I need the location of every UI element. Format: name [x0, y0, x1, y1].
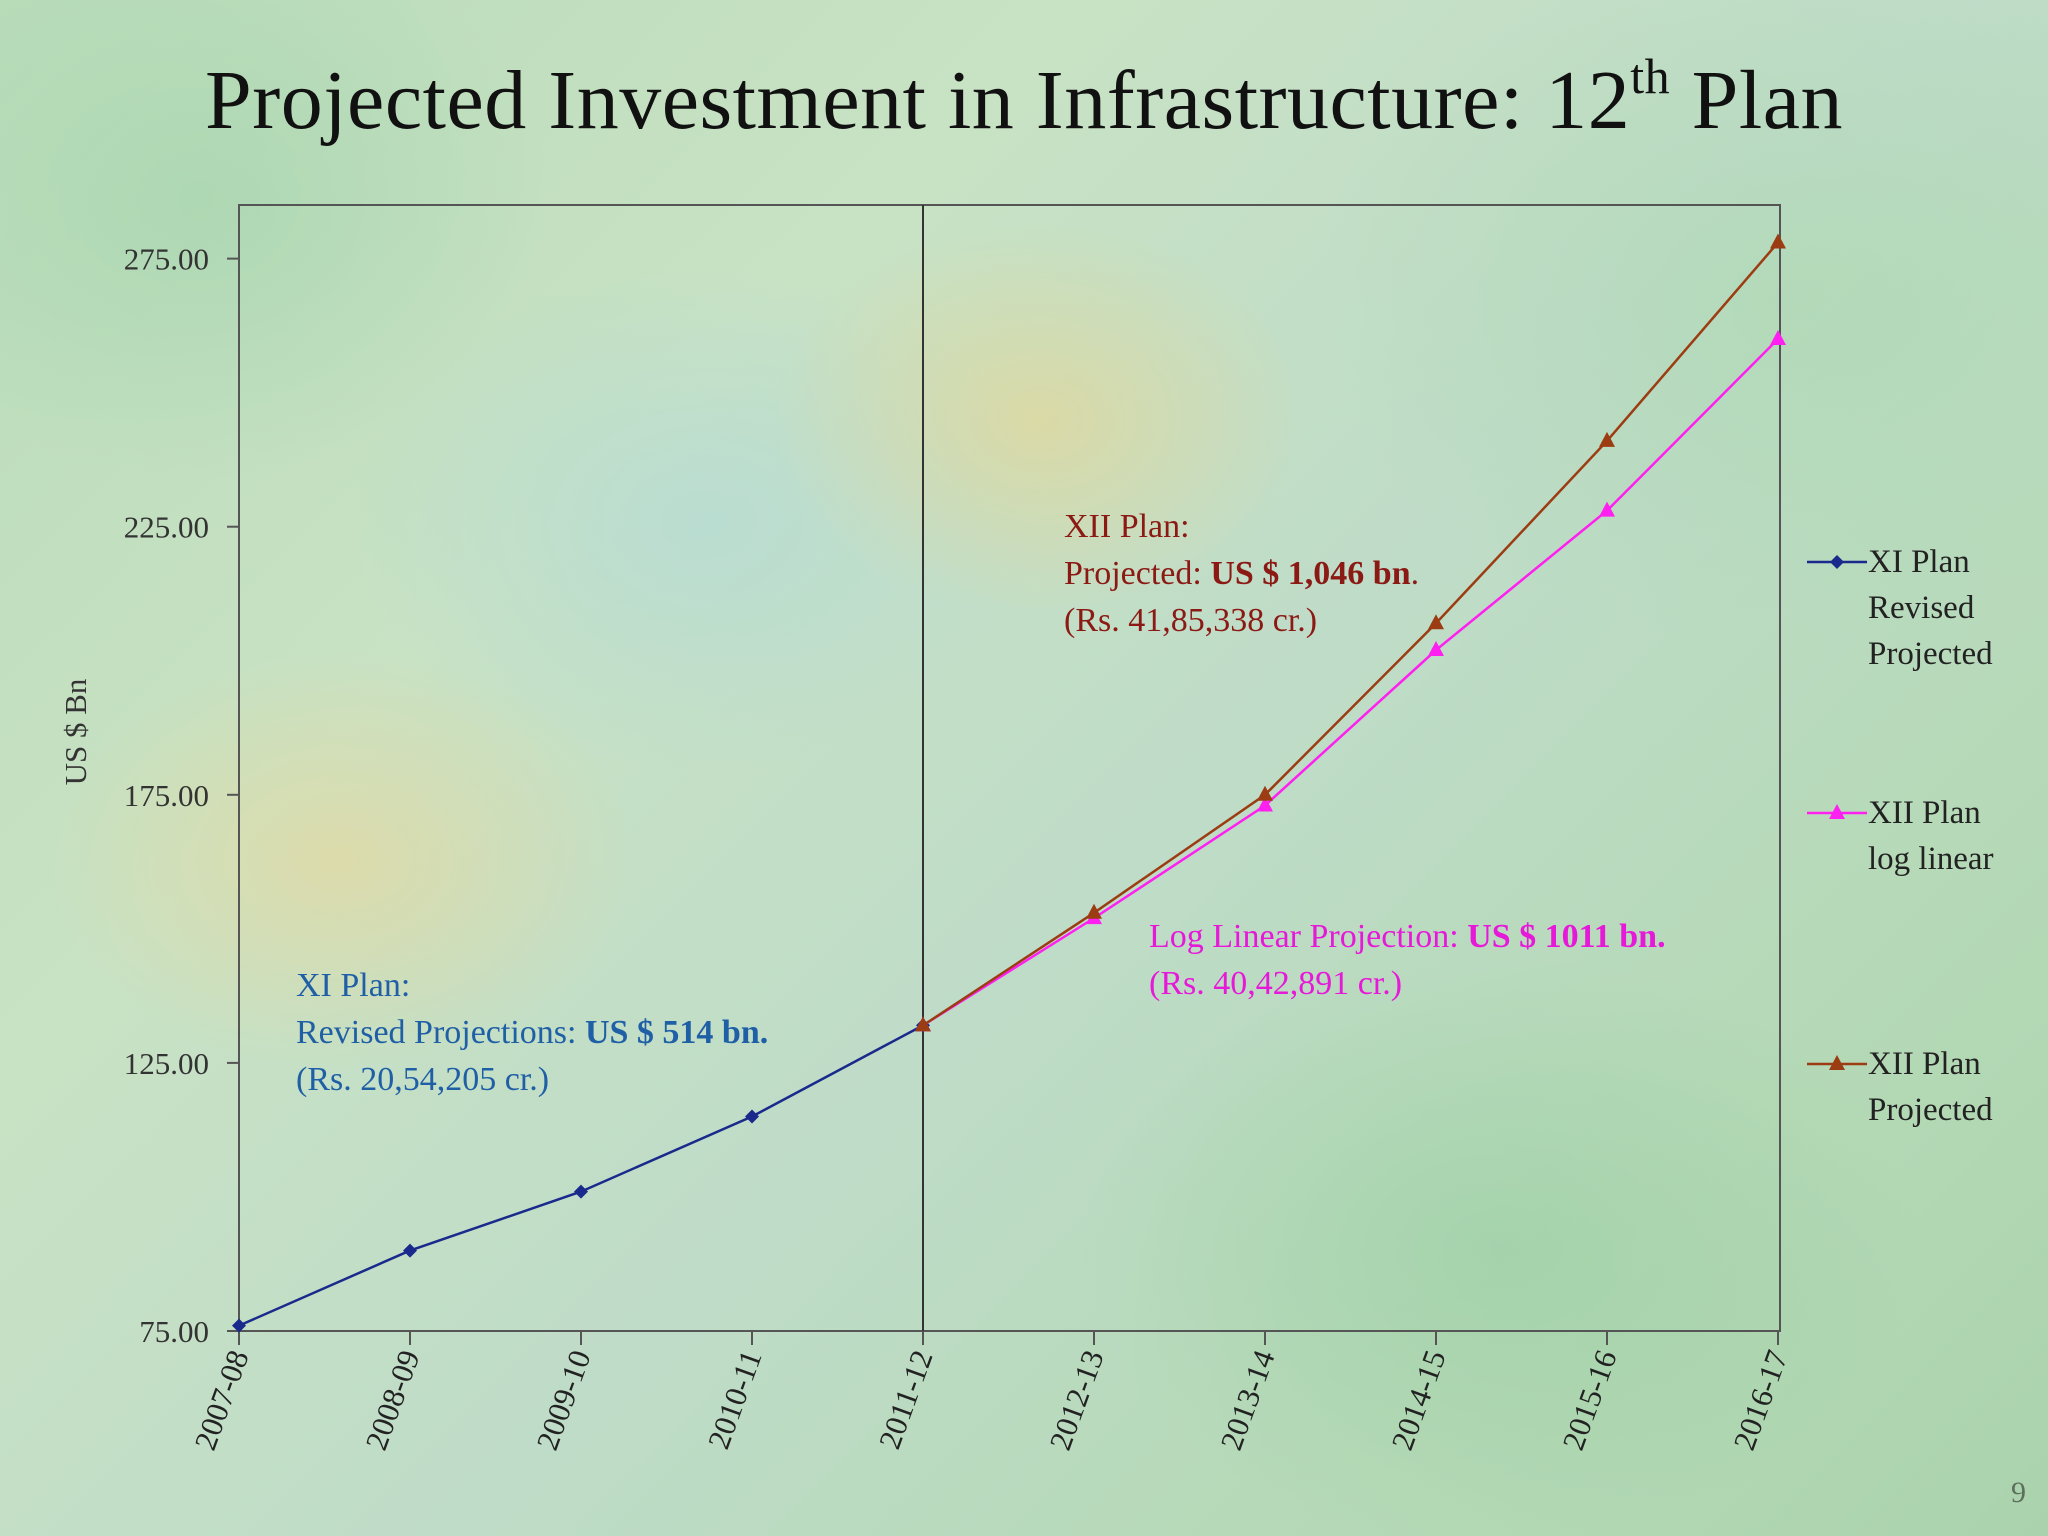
log-linear-annotation-amount: US $ 1011 bn.	[1467, 918, 1666, 955]
data-point	[1257, 796, 1273, 812]
legend-label: XI Plan	[1868, 544, 1970, 580]
x-tick-label: 2016-17	[1726, 1345, 1794, 1454]
chart-series	[232, 233, 1786, 1333]
xii-plan-annotation-line3: (Rs. 41,85,338 cr.)	[1064, 602, 1318, 639]
slide-title: Projected Investment in Infrastructure: …	[0, 48, 2048, 149]
xii-plan-annotation-line2-text: Projected:	[1064, 555, 1211, 592]
chart-legend: XI Plan Revised Projected XII Plan log linea…	[1807, 544, 1994, 1128]
chart-axes	[238, 204, 1781, 1332]
y-axis-ticks: 75.00 125.00 175.00 225.00 275.00	[124, 242, 239, 1349]
data-point	[1599, 501, 1615, 517]
y-axis-label: US $ Bn	[58, 678, 93, 785]
y-tick-label: 125.00	[124, 1046, 209, 1081]
x-tick-label: 2009-10	[529, 1345, 597, 1454]
legend-entry: XI Plan Revised Projected	[1807, 544, 1993, 672]
data-point	[1428, 614, 1444, 630]
x-tick-label: 2007-08	[187, 1345, 255, 1454]
data-point	[1428, 641, 1444, 657]
data-point	[232, 1318, 246, 1333]
xi-plan-annotation-line3: (Rs. 20,54,205 cr.)	[296, 1061, 550, 1098]
series-line	[922, 241, 1779, 1027]
log-linear-annotation-line2: (Rs. 40,42,891 cr.)	[1149, 965, 1403, 1002]
series-3	[915, 233, 1786, 1032]
data-point	[915, 1016, 931, 1032]
log-linear-annotation-line1-text: Log Linear Projection:	[1149, 918, 1468, 955]
x-tick-label: 2014-15	[1384, 1345, 1452, 1454]
data-point	[1830, 555, 1844, 569]
x-tick-label: 2013-14	[1213, 1345, 1281, 1455]
legend-label: Revised	[1868, 590, 1975, 626]
log-linear-annotation: Log Linear Projection: US $ 1011 bn. (Rs…	[1149, 913, 1666, 1007]
series-line	[922, 338, 1779, 1027]
xii-plan-annotation-line1: XII Plan:	[1064, 508, 1190, 545]
title-suffix: Plan	[1670, 54, 1843, 147]
legend-label: Projected	[1868, 1092, 1993, 1128]
x-tick-label: 2012-13	[1042, 1345, 1110, 1454]
data-point	[1829, 804, 1845, 819]
legend-entry: XII Plan log linear	[1807, 795, 1994, 877]
legend-label: XII Plan	[1868, 795, 1981, 831]
plot-area-frame	[238, 204, 1781, 1332]
y-tick-label: 225.00	[124, 510, 209, 545]
xi-plan-annotation-amount: US $ 514 bn.	[584, 1014, 769, 1051]
x-axis-ticks: 2007-08 2008-09 2009-10 2010-11 2011-12 2012-…	[187, 1331, 1795, 1455]
data-point	[1829, 1055, 1845, 1070]
x-tick-label: 2015-16	[1555, 1345, 1623, 1454]
x-tick-label: 2011-12	[872, 1345, 940, 1453]
legend-label: XII Plan	[1868, 1046, 1981, 1082]
data-point	[574, 1184, 588, 1199]
xi-plan-annotation-line1: XI Plan:	[296, 967, 411, 1004]
xi-plan-annotation-line2-text: Revised Projections:	[296, 1014, 585, 1051]
data-point	[745, 1109, 759, 1124]
page-number: 9	[2011, 1476, 2026, 1509]
legend-entry: XII Plan Projected	[1807, 1046, 1993, 1128]
data-point	[1086, 903, 1102, 919]
data-point	[403, 1243, 417, 1258]
title-superscript: th	[1630, 48, 1671, 104]
y-tick-label: 275.00	[124, 242, 209, 277]
legend-label: Projected	[1868, 636, 1993, 672]
log-linear-annotation-line1: Log Linear Projection: US $ 1011 bn.	[1149, 913, 1666, 960]
title-main: Projected Investment in Infrastructure: …	[205, 54, 1631, 147]
data-point	[1770, 330, 1786, 346]
xii-plan-annotation-line2: Projected: US $ 1,046 bn.	[1064, 550, 1419, 597]
xii-plan-annotation: XII Plan: Projected: US $ 1,046 bn. (Rs.…	[1064, 503, 1419, 644]
x-tick-label: 2008-09	[358, 1345, 426, 1454]
xii-plan-annotation-amount: US $ 1,046 bn	[1210, 555, 1411, 592]
data-point	[1770, 233, 1786, 249]
y-tick-label: 175.00	[124, 778, 209, 813]
legend-label: log linear	[1868, 841, 1994, 877]
xii-plan-annotation-line2-end: .	[1410, 555, 1420, 592]
data-point	[1599, 431, 1615, 447]
xi-plan-annotation-line2: Revised Projections: US $ 514 bn.	[296, 1009, 768, 1056]
x-tick-label: 2010-11	[701, 1345, 769, 1453]
xi-plan-annotation: XI Plan: Revised Projections: US $ 514 b…	[296, 962, 768, 1103]
y-tick-label: 75.00	[139, 1314, 209, 1349]
data-point	[1257, 785, 1273, 801]
